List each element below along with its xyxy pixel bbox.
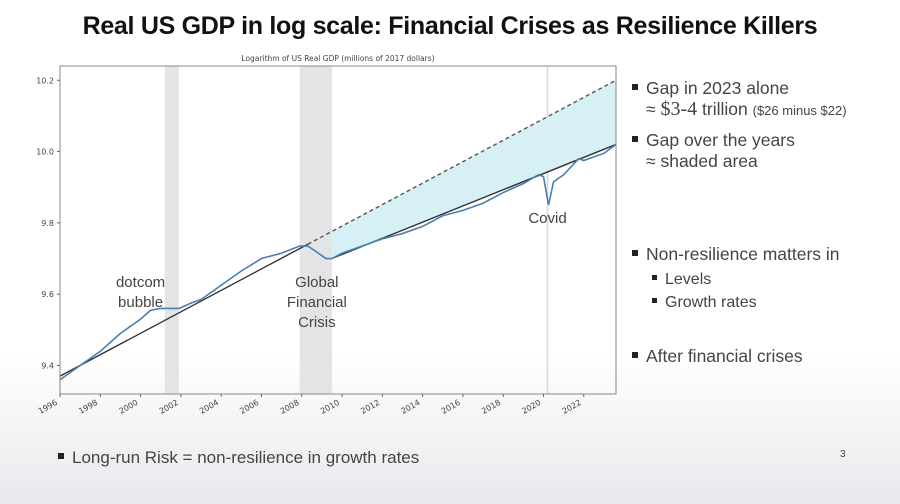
x-tick-label: 2000	[117, 398, 139, 416]
global-financial-crisis-label: Global	[295, 274, 338, 291]
x-tick-label: 2010	[319, 398, 341, 416]
x-tick-label: 2004	[198, 398, 220, 416]
sub-bullet-levels: Levels	[652, 269, 711, 290]
x-tick-label: 2006	[238, 398, 260, 416]
x-tick-label: 2020	[520, 398, 542, 416]
bullet-text: Non-resilience matters in	[646, 244, 840, 264]
bullet-gap-years: Gap over the years ≈ shaded area	[632, 130, 795, 172]
recession-band	[299, 66, 332, 394]
bullet-after-crises: After financial crises	[632, 346, 803, 367]
x-tick-label: 2018	[480, 398, 502, 416]
dotcom-bubble-label: bubble	[118, 294, 163, 311]
dotcom-bubble-label: dotcom	[116, 274, 165, 291]
pre-crisis-trend-extrapolation	[307, 79, 617, 245]
approx-symbol: ≈	[646, 99, 656, 119]
chart-title: Logarithm of US Real GDP (millions of 20…	[241, 54, 434, 63]
bullet-text: Gap in 2023 alone	[646, 78, 790, 98]
trend-line	[59, 243, 309, 377]
x-tick-label: 2012	[359, 398, 381, 416]
slide-title: Real US GDP in log scale: Financial Cris…	[82, 12, 818, 40]
x-tick-label: 1996	[37, 398, 59, 416]
x-tick-label: 2016	[440, 398, 462, 416]
bullet-non-resilience: Non-resilience matters in	[632, 244, 840, 265]
bullet-icon	[652, 298, 657, 304]
bullet-icon	[652, 275, 657, 281]
y-tick-label: 9.4	[41, 361, 54, 370]
bullet-gap-2023: Gap in 2023 alone ≈ $3-4 trillion ($26 m…	[632, 78, 847, 121]
sub-bullet-growth-rates: Growth rates	[652, 292, 757, 313]
global-financial-crisis-label: Financial	[287, 294, 347, 311]
x-tick-label: 2014	[399, 398, 421, 416]
page-number: 3	[840, 449, 846, 460]
x-tick-label: 2002	[158, 398, 180, 416]
bullet-icon	[632, 136, 638, 143]
x-tick-label: 1998	[77, 398, 99, 416]
y-tick-label: 10.2	[36, 76, 54, 85]
footer-text: Long-run Risk = non-resilience in growth…	[72, 448, 420, 467]
y-tick-label: 9.6	[41, 290, 54, 299]
y-tick-label: 9.8	[41, 219, 54, 228]
bullet-icon	[632, 352, 638, 359]
gdp-chart: Logarithm of US Real GDP (millions of 20…	[36, 54, 617, 416]
covid-label: Covid	[528, 210, 566, 227]
gdp-series-line	[59, 143, 617, 381]
bullet-icon	[58, 453, 64, 460]
x-tick-label: 2008	[279, 398, 301, 416]
recession-band	[164, 66, 179, 394]
x-tick-label: 2022	[561, 398, 583, 416]
gap-amount: $3-4	[660, 98, 698, 120]
plot-frame	[59, 65, 617, 395]
bullet-text: ≈ shaded area	[646, 151, 758, 171]
global-financial-crisis-label: Crisis	[298, 314, 336, 331]
bullet-text: Gap over the years	[646, 130, 795, 150]
footer-bullet: Long-run Risk = non-resilience in growth…	[58, 447, 419, 468]
bullet-icon	[632, 250, 638, 257]
shaded-gap-area	[331, 80, 616, 259]
y-tick-label: 10.0	[36, 148, 54, 157]
bullet-text: After financial crises	[646, 346, 803, 366]
bullet-icon	[632, 84, 638, 91]
gap-note: ($26 minus $22)	[752, 103, 847, 118]
gap-unit: trillion	[702, 99, 748, 119]
